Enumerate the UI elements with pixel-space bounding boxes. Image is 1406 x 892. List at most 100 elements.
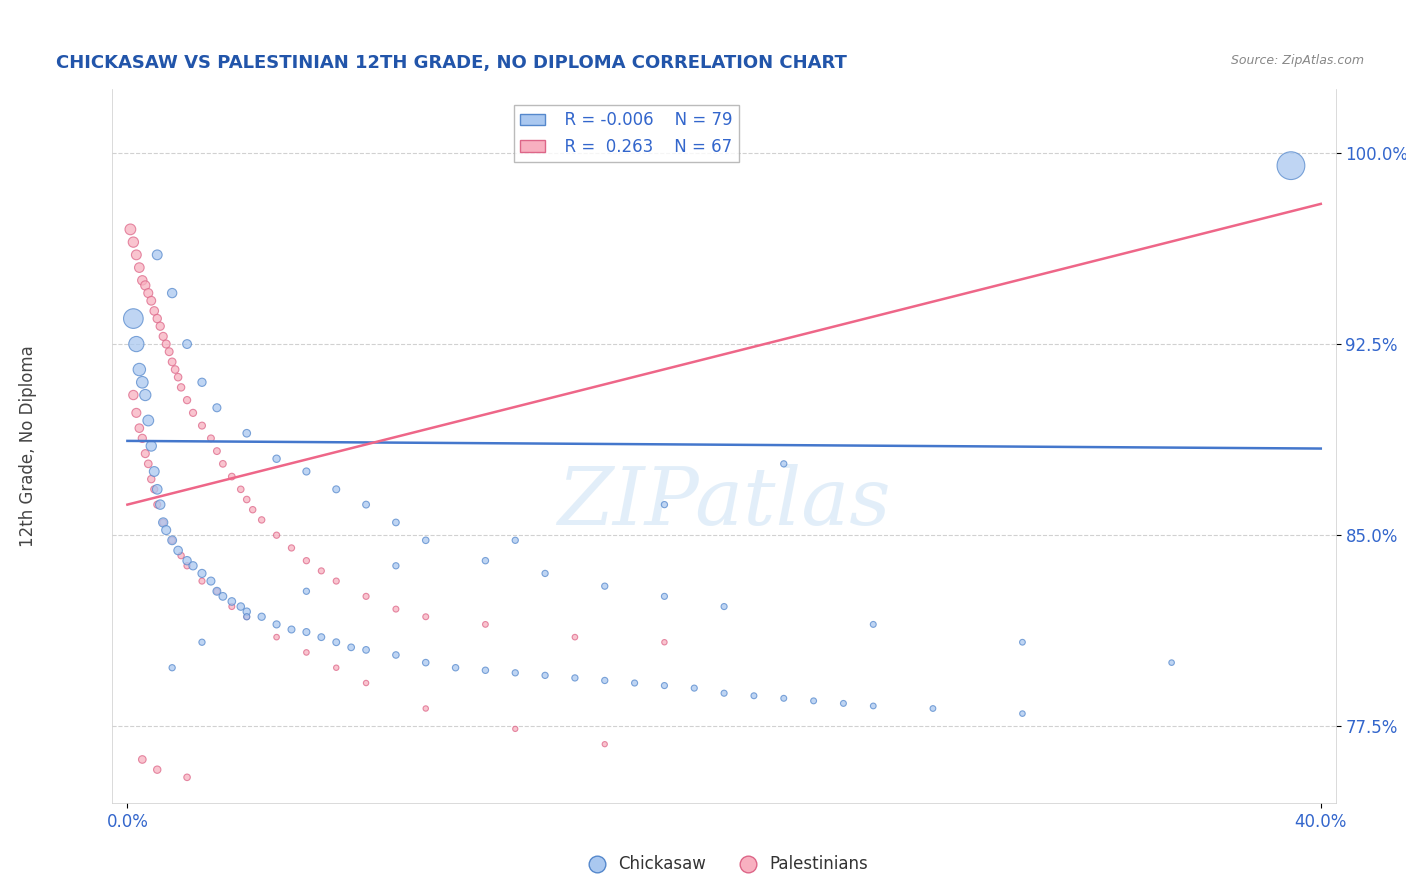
Point — [295, 645, 318, 659]
Point — [146, 498, 169, 512]
Point — [772, 691, 794, 706]
Point — [160, 286, 183, 301]
Point — [205, 444, 228, 458]
Point — [136, 286, 159, 301]
Point — [181, 558, 204, 573]
Point — [1011, 706, 1033, 721]
Point — [191, 376, 214, 390]
Point — [415, 533, 437, 548]
Point — [534, 566, 557, 581]
Point — [221, 599, 243, 614]
Point — [266, 630, 288, 644]
Point — [832, 697, 855, 711]
Point — [152, 516, 174, 530]
Point — [235, 609, 257, 624]
Point — [191, 635, 214, 649]
Point — [654, 590, 676, 604]
Point — [125, 337, 148, 351]
Point — [165, 362, 187, 376]
Text: 12th Grade, No Diploma: 12th Grade, No Diploma — [20, 345, 37, 547]
Point — [125, 406, 148, 420]
Point — [713, 599, 735, 614]
Point — [385, 558, 408, 573]
Point — [503, 665, 526, 680]
Point — [280, 541, 302, 555]
Point — [141, 439, 163, 453]
Point — [564, 630, 586, 644]
Point — [136, 413, 159, 427]
Point — [141, 472, 163, 486]
Point — [125, 248, 148, 262]
Point — [205, 401, 228, 415]
Point — [564, 671, 586, 685]
Point — [143, 304, 166, 318]
Point — [242, 502, 264, 516]
Point — [354, 498, 377, 512]
Point — [250, 513, 273, 527]
Point — [503, 533, 526, 548]
Point — [295, 554, 318, 568]
Point — [922, 701, 945, 715]
Point — [295, 584, 318, 599]
Point — [325, 635, 347, 649]
Point — [235, 426, 257, 441]
Point — [474, 663, 496, 677]
Point — [654, 635, 676, 649]
Point — [152, 516, 174, 530]
Point — [235, 605, 257, 619]
Point — [474, 554, 496, 568]
Point — [534, 668, 557, 682]
Point — [149, 319, 172, 334]
Text: CHICKASAW VS PALESTINIAN 12TH GRADE, NO DIPLOMA CORRELATION CHART: CHICKASAW VS PALESTINIAN 12TH GRADE, NO … — [56, 54, 846, 71]
Point — [131, 273, 153, 287]
Point — [128, 421, 150, 435]
Point — [149, 498, 172, 512]
Point — [742, 689, 765, 703]
Point — [385, 516, 408, 530]
Point — [415, 656, 437, 670]
Point — [128, 362, 150, 376]
Point — [134, 388, 156, 402]
Point — [325, 483, 347, 497]
Point — [229, 599, 252, 614]
Point — [862, 617, 884, 632]
Point — [200, 574, 222, 588]
Point — [134, 278, 156, 293]
Point — [503, 722, 526, 736]
Point — [683, 681, 706, 695]
Point — [176, 337, 198, 351]
Legend: Chickasaw, Palestinians: Chickasaw, Palestinians — [574, 849, 875, 880]
Point — [385, 648, 408, 662]
Point — [160, 533, 183, 548]
Point — [325, 574, 347, 588]
Point — [191, 566, 214, 581]
Point — [191, 418, 214, 433]
Point — [200, 431, 222, 445]
Point — [1160, 656, 1182, 670]
Point — [235, 492, 257, 507]
Point — [146, 248, 169, 262]
Point — [141, 293, 163, 308]
Point — [623, 676, 645, 690]
Point — [167, 370, 190, 384]
Point — [167, 543, 190, 558]
Point — [134, 447, 156, 461]
Point — [221, 469, 243, 483]
Point — [176, 770, 198, 784]
Point — [181, 406, 204, 420]
Point — [143, 483, 166, 497]
Point — [120, 222, 142, 236]
Point — [143, 465, 166, 479]
Point — [772, 457, 794, 471]
Point — [593, 737, 616, 751]
Point — [385, 602, 408, 616]
Point — [235, 609, 257, 624]
Point — [593, 579, 616, 593]
Point — [229, 483, 252, 497]
Point — [146, 311, 169, 326]
Point — [205, 584, 228, 599]
Point — [191, 574, 214, 588]
Text: Source: ZipAtlas.com: Source: ZipAtlas.com — [1230, 54, 1364, 67]
Point — [136, 457, 159, 471]
Point — [131, 376, 153, 390]
